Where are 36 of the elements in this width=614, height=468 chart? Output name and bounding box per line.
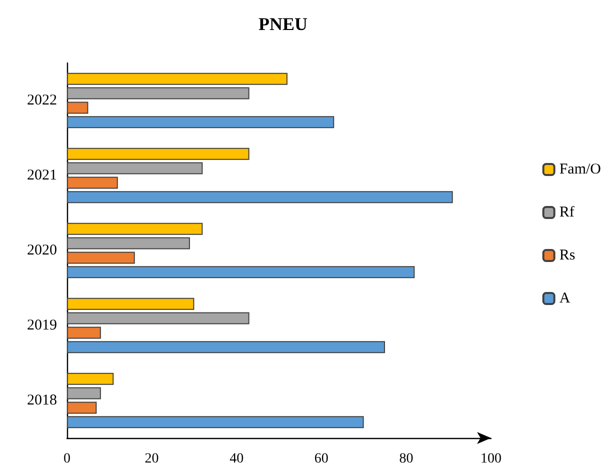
bar bbox=[67, 416, 364, 428]
bar bbox=[67, 326, 101, 339]
bar bbox=[67, 191, 453, 204]
x-tick-label: 60 bbox=[314, 452, 328, 466]
bar bbox=[67, 266, 415, 278]
x-tick-label: 80 bbox=[399, 452, 414, 466]
bar bbox=[67, 312, 250, 324]
bar bbox=[67, 341, 385, 354]
bar bbox=[67, 148, 250, 160]
x-tick-label: 40 bbox=[230, 452, 244, 466]
y-tick-label: 2021 bbox=[27, 168, 57, 184]
bar bbox=[67, 252, 135, 264]
chart-title: PNEU bbox=[258, 14, 308, 34]
y-tick-label: 2022 bbox=[27, 92, 57, 108]
y-tick-label: 2020 bbox=[27, 242, 57, 258]
bar bbox=[67, 162, 203, 174]
y-tick-label: 2019 bbox=[27, 318, 57, 334]
bar bbox=[67, 402, 97, 414]
bar bbox=[67, 176, 118, 189]
bar bbox=[67, 372, 114, 385]
bar bbox=[67, 87, 250, 100]
bar bbox=[67, 222, 203, 235]
legend-label: Fam/O bbox=[559, 162, 602, 178]
x-tick-label: 20 bbox=[144, 452, 159, 466]
bar bbox=[67, 298, 194, 310]
legend-label: A bbox=[559, 290, 570, 306]
bar bbox=[67, 387, 101, 400]
x-tick-label: 100 bbox=[480, 452, 502, 466]
legend-label: Rf bbox=[559, 204, 574, 220]
legend-label: Rs bbox=[559, 248, 576, 264]
y-tick-label: 2018 bbox=[27, 392, 57, 408]
bar bbox=[67, 102, 88, 114]
bar bbox=[67, 72, 288, 85]
bar bbox=[67, 237, 190, 250]
x-tick-label: 0 bbox=[64, 452, 70, 466]
bar bbox=[67, 116, 334, 128]
